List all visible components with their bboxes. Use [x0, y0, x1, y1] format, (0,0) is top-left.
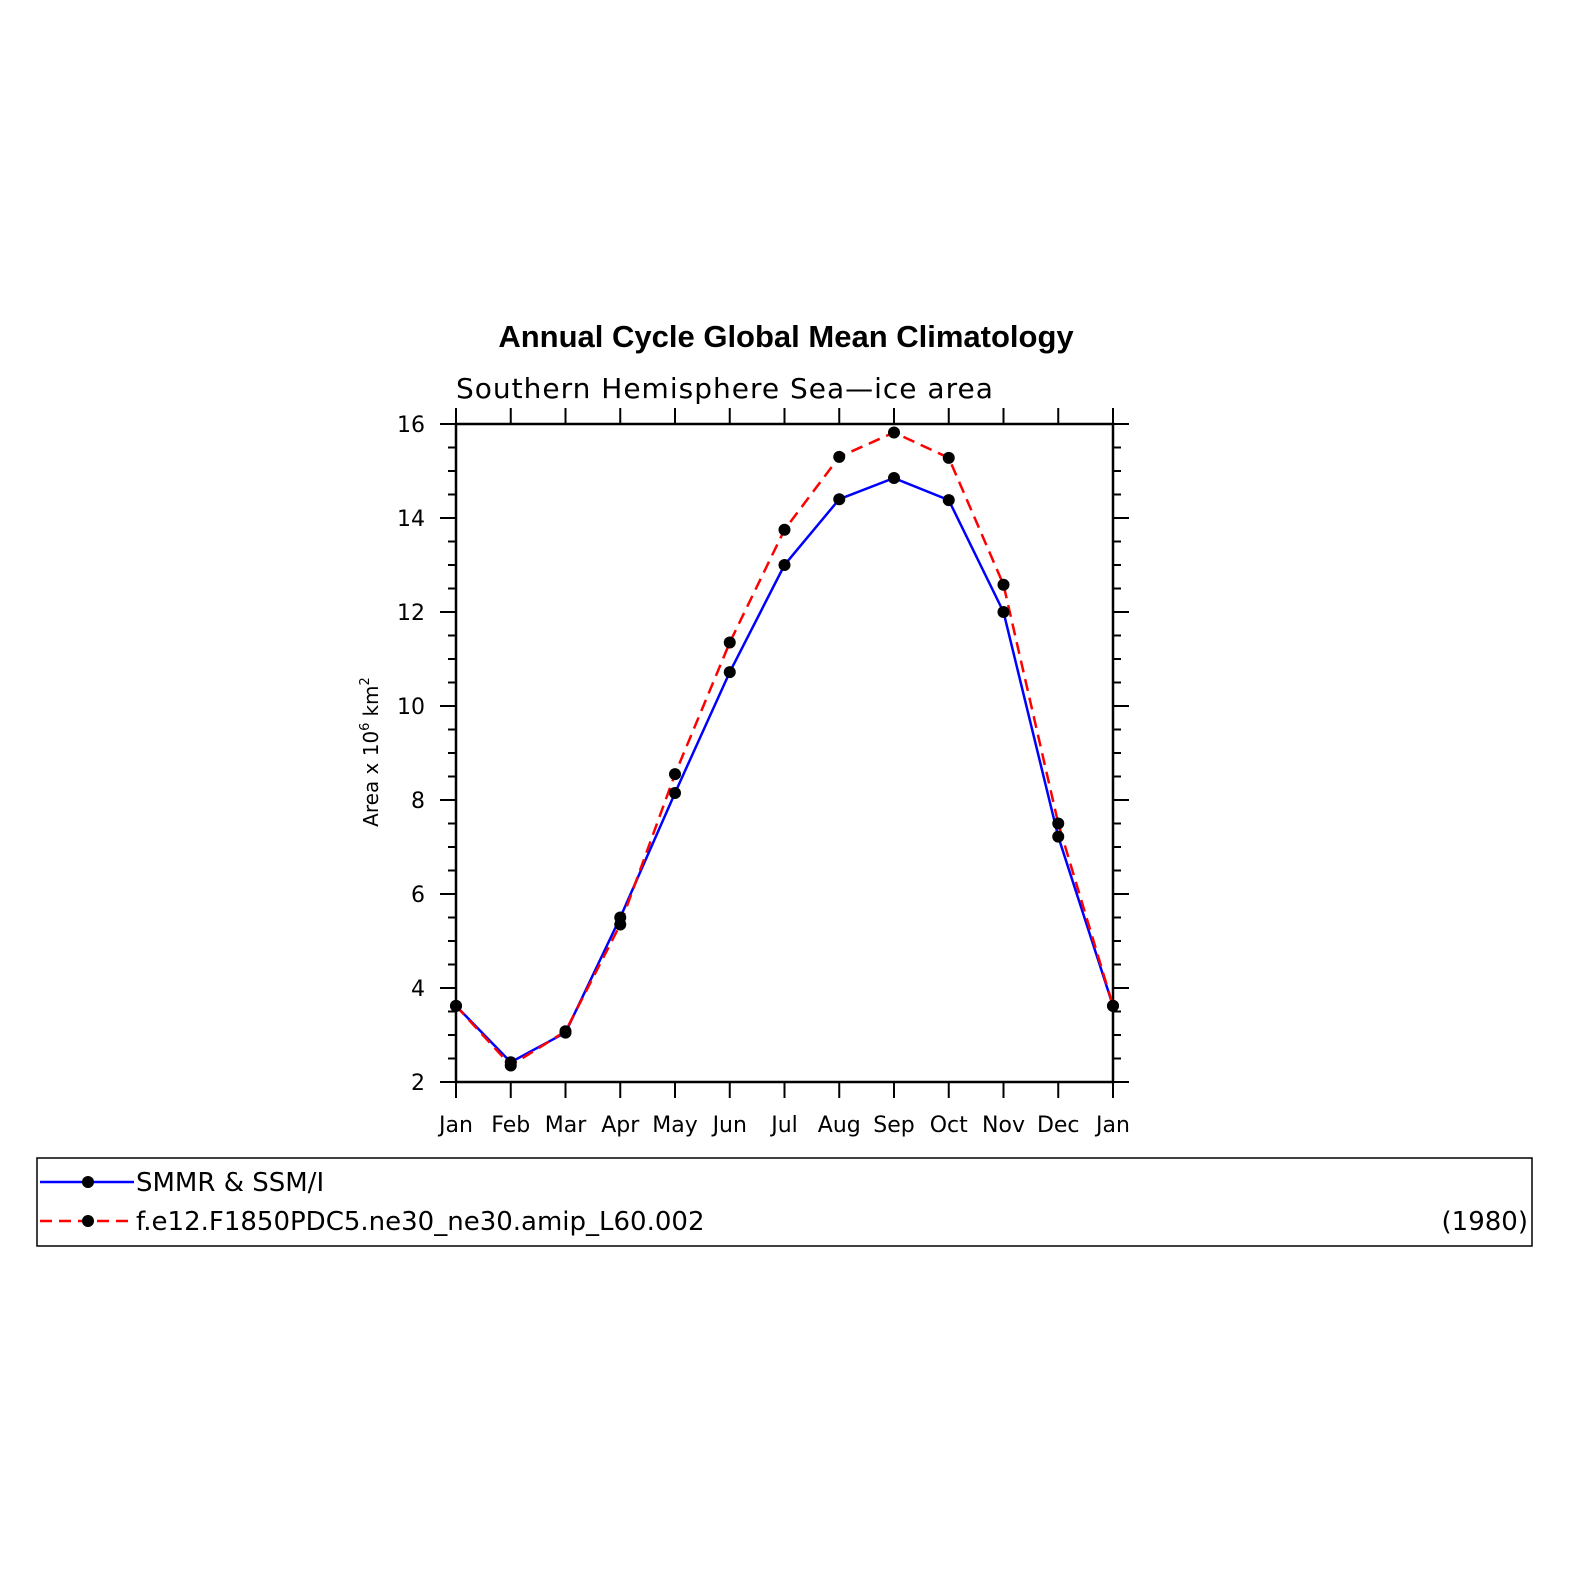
series-2-point [614, 918, 627, 931]
series-1-point [1052, 830, 1065, 843]
x-tick-label: Dec [1037, 1113, 1080, 1138]
legend: SMMR & SSM/I f.e12.F1850PDC5.ne30_ne30.am… [40, 1168, 704, 1237]
legend-marker-1 [82, 1176, 94, 1188]
series-2-point [669, 768, 681, 781]
series-2-point [888, 426, 900, 439]
x-tick-label: Sep [873, 1113, 914, 1138]
y-tick-label: 16 [397, 413, 425, 438]
legend-label-2: f.e12.F1850PDC5.ne30_ne30.amip_L60.002 [136, 1207, 704, 1237]
plot-border [454, 422, 1115, 1084]
y-tick-label: 4 [411, 977, 425, 1002]
series-2-point [504, 1059, 517, 1072]
y-axis: 2 4 6 8 10 12 14 16 [397, 413, 1129, 1096]
series-2-point [1107, 999, 1119, 1012]
y-tick-label: 2 [411, 1071, 425, 1096]
x-tick-label: Aug [818, 1113, 861, 1138]
series-2-point [778, 523, 791, 536]
x-tick-label: Mar [545, 1113, 587, 1138]
series-1-point [778, 559, 791, 571]
series-1-point [997, 606, 1010, 618]
x-tick-label: Nov [982, 1113, 1025, 1138]
legend-note: (1980) [1442, 1207, 1528, 1237]
series-2-point [833, 450, 846, 463]
x-tick-label: Jan [1094, 1113, 1130, 1138]
x-axis: Jan Feb Mar Apr May Jun Jul Aug Sep Oct Nov Dec Jan [437, 408, 1130, 1138]
series-2-point [450, 999, 462, 1012]
x-tick-label: Jun [711, 1113, 747, 1138]
x-tick-label: Feb [491, 1113, 530, 1138]
legend-box [36, 1157, 1533, 1247]
series-2-point [942, 451, 955, 464]
x-tick-label: Jan [437, 1113, 473, 1138]
series-2-point [559, 1025, 572, 1038]
chart-subtitle: Southern Hemisphere Sea—ice area [456, 372, 994, 405]
y-tick-label: 8 [411, 789, 425, 814]
x-tick-label: Jul [769, 1113, 798, 1138]
y-tick-label: 10 [397, 695, 425, 720]
x-tick-label: Apr [601, 1113, 640, 1138]
y-axis-label: Area x 106km2 [358, 677, 383, 827]
series-2-point [997, 578, 1010, 591]
series-1-point [669, 786, 681, 799]
y-tick-label: 12 [397, 601, 425, 626]
x-tick-label: Oct [930, 1113, 968, 1138]
series-1-point [888, 472, 900, 485]
series-2-point [723, 636, 736, 649]
legend-marker-2 [82, 1215, 94, 1227]
legend-label-1: SMMR & SSM/I [136, 1168, 324, 1198]
y-tick-label: 14 [397, 507, 425, 532]
y-tick-label: 6 [411, 883, 425, 908]
plot-frame [454, 422, 1115, 1084]
chart-title: Annual Cycle Global Mean Climatology [498, 319, 1074, 354]
x-tick-label: May [652, 1113, 697, 1138]
series-2-point [1052, 817, 1065, 830]
series-1-point [833, 493, 846, 506]
series-layer [450, 426, 1119, 1072]
series-1-point [723, 666, 736, 679]
series-1-point [942, 494, 955, 507]
